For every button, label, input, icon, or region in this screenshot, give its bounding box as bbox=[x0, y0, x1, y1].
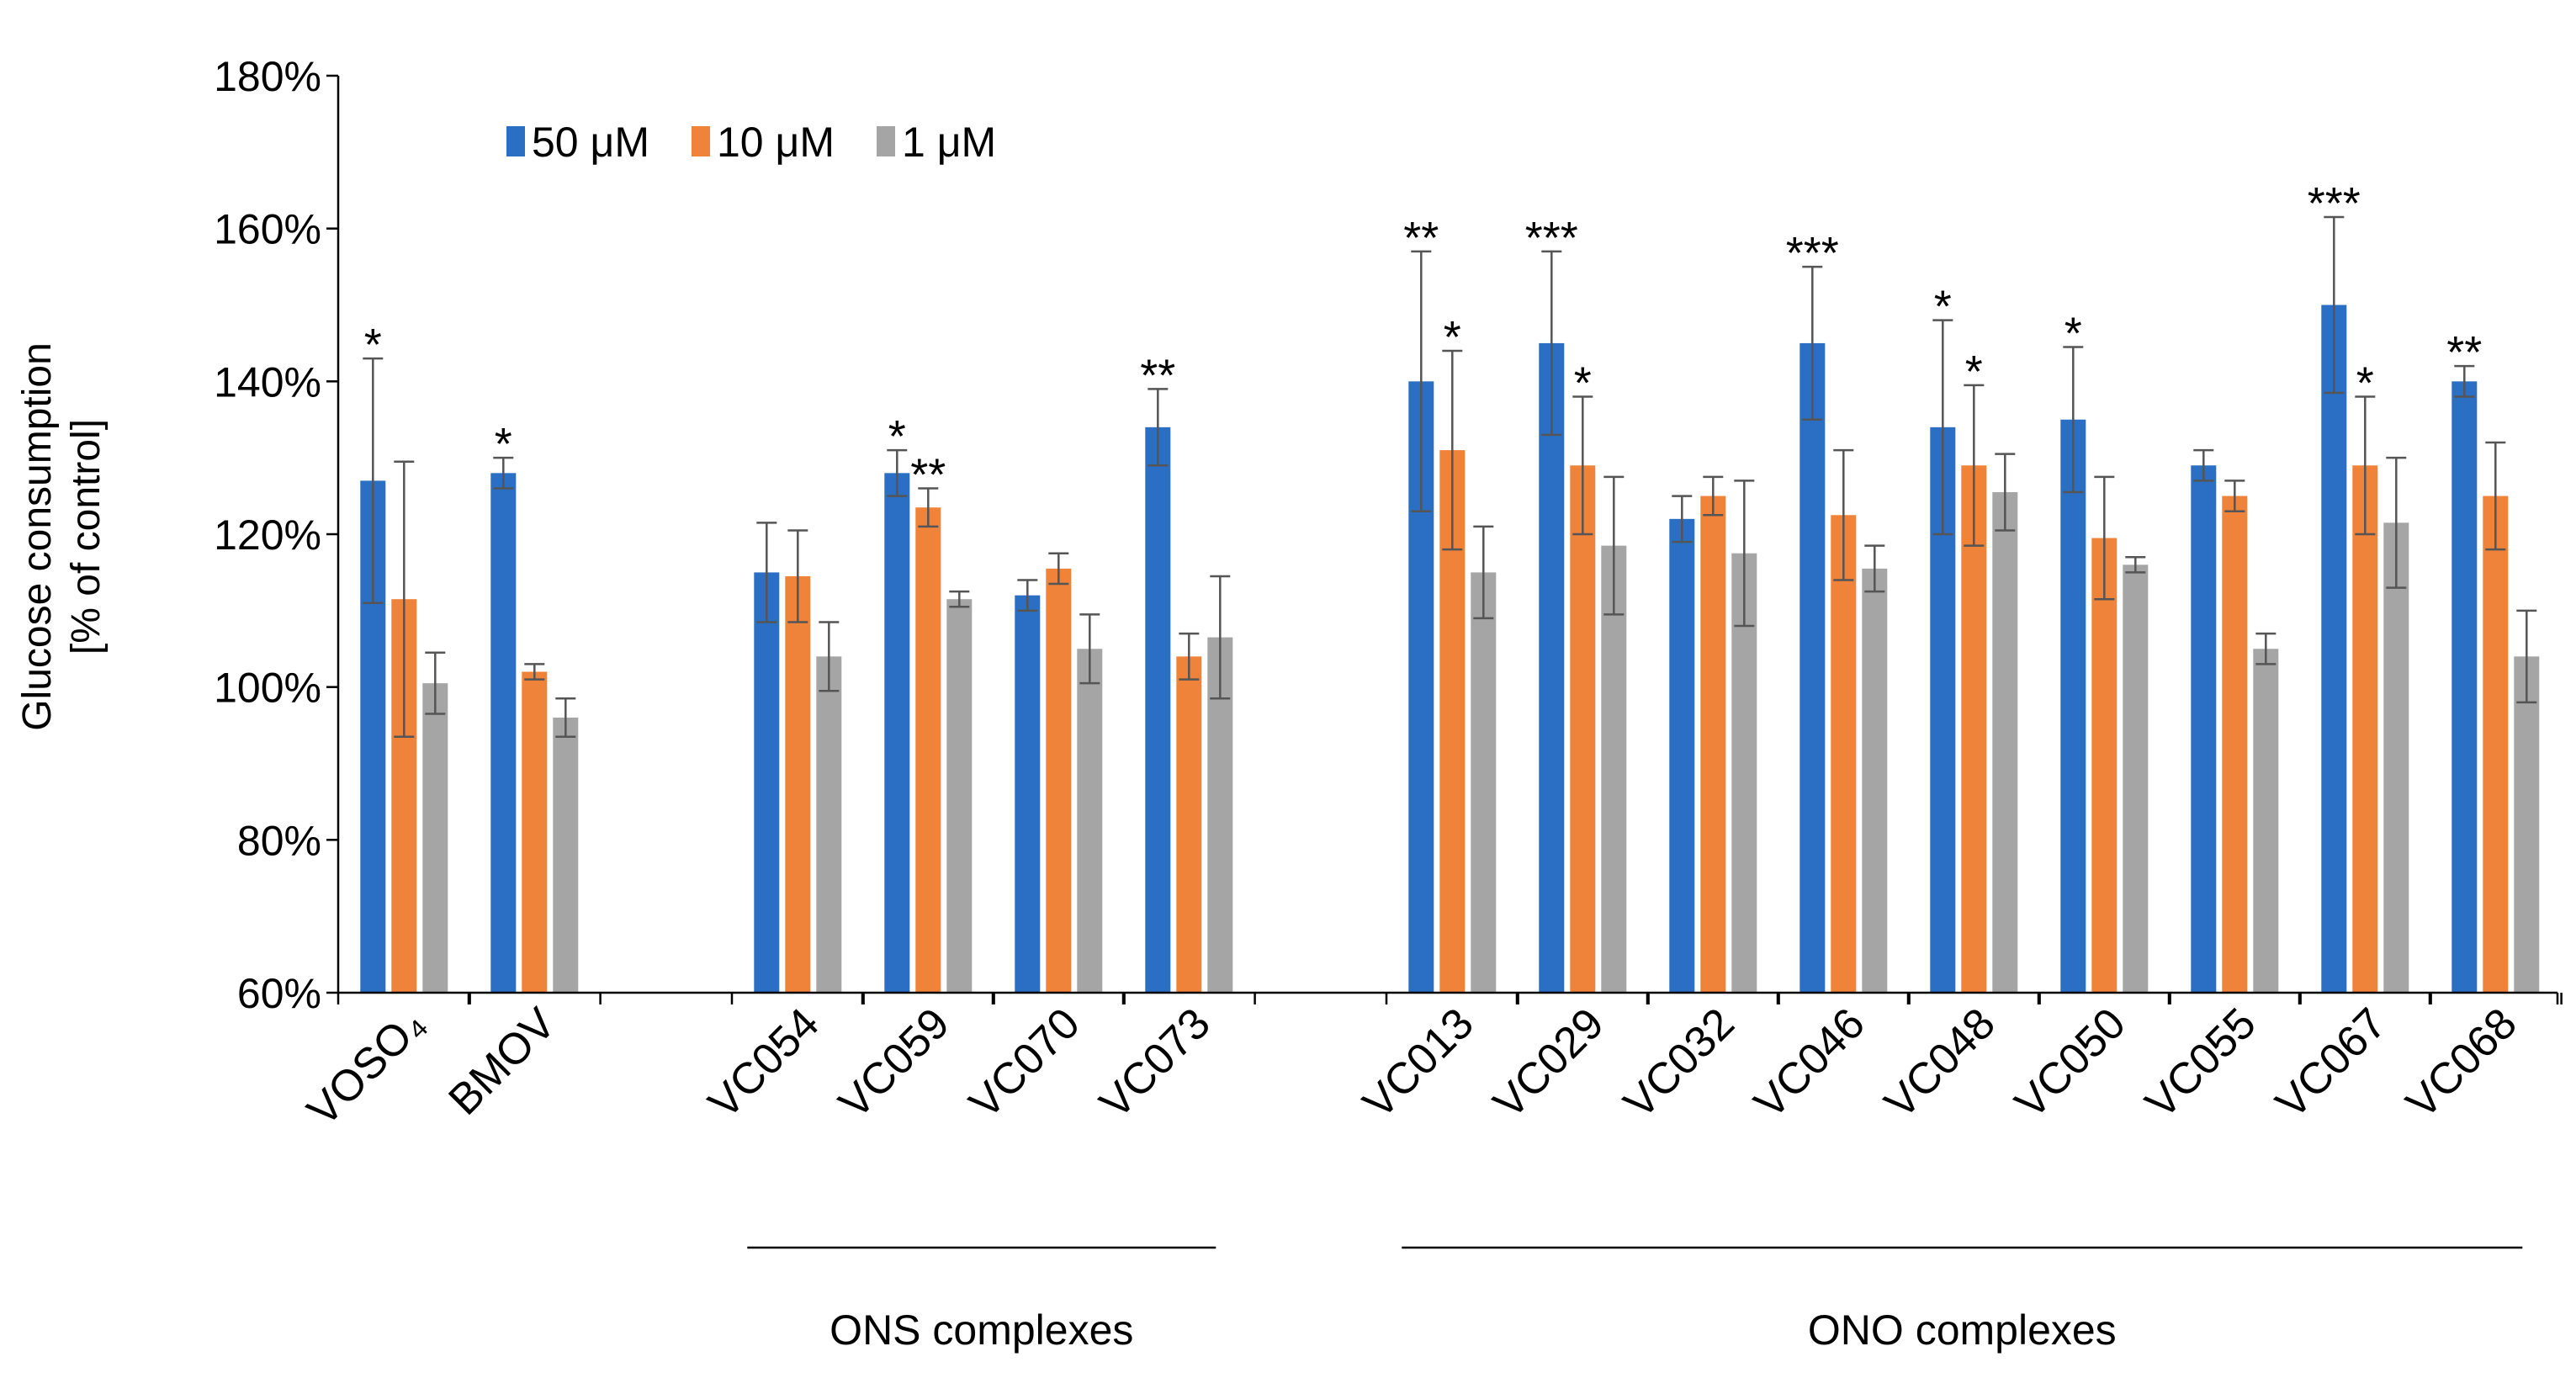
bar bbox=[2191, 465, 2217, 993]
significance-marker: * bbox=[495, 419, 512, 469]
bar bbox=[946, 599, 973, 993]
bar bbox=[1046, 568, 1072, 993]
y-axis: 60% 80% 100% 120% 140% 160% 180% bbox=[214, 53, 340, 1017]
bar bbox=[2091, 538, 2118, 993]
x-tick-label: VC046 bbox=[1745, 999, 1874, 1127]
significance-marker: *** bbox=[1786, 228, 1839, 278]
significance-marker: ** bbox=[1140, 350, 1175, 400]
y-tick-label: 80% bbox=[237, 817, 321, 864]
bar bbox=[884, 473, 910, 993]
significance-marker: ** bbox=[1403, 213, 1439, 263]
group-label: ONO complexes bbox=[1808, 1306, 2117, 1354]
bar bbox=[785, 575, 811, 993]
bar bbox=[2352, 465, 2378, 993]
significance-marker: *** bbox=[2308, 178, 2361, 229]
y-tick-label: 160% bbox=[214, 206, 321, 253]
bar bbox=[422, 683, 448, 993]
category-groups: ONS complexes ONO complexes bbox=[747, 1246, 2523, 1354]
x-tick-label: VC032 bbox=[1614, 999, 1743, 1127]
legend: 50 μM 10 μM 1 μM bbox=[506, 119, 996, 166]
bar bbox=[490, 473, 517, 993]
x-tick-label: VOSO₄ bbox=[299, 999, 435, 1135]
y-tick-label: 120% bbox=[214, 511, 321, 559]
bar bbox=[1077, 649, 1103, 993]
bar bbox=[553, 718, 579, 993]
bar bbox=[1669, 518, 1695, 993]
y-tick-label: 100% bbox=[214, 665, 321, 712]
significance-marker: * bbox=[1574, 358, 1592, 409]
x-tick-label: VC050 bbox=[2006, 999, 2134, 1127]
bar bbox=[1539, 342, 1565, 994]
bar bbox=[2451, 381, 2478, 993]
significance-marker: * bbox=[1934, 282, 1952, 332]
bar bbox=[2483, 496, 2509, 993]
x-tick-label: BMOV bbox=[439, 999, 565, 1125]
legend-label: 10 μM bbox=[717, 119, 835, 166]
legend-label: 1 μM bbox=[902, 119, 996, 166]
bar bbox=[1831, 515, 1857, 993]
bar bbox=[915, 507, 941, 993]
significance-marker: ** bbox=[2446, 327, 2482, 378]
bar bbox=[1570, 465, 1596, 993]
bar bbox=[2222, 496, 2248, 993]
significance-marker: ** bbox=[910, 450, 946, 501]
group-label: ONS complexes bbox=[830, 1306, 1133, 1354]
bar bbox=[2321, 305, 2347, 993]
bar bbox=[1145, 427, 1171, 993]
x-tick-label: VC013 bbox=[1354, 999, 1482, 1127]
x-tick-label: VC029 bbox=[1484, 999, 1613, 1127]
bar bbox=[2060, 419, 2086, 993]
x-axis: VOSO₄ BMOV VC054 VC059 VC070 VC073 VC013 VC029 V… bbox=[299, 991, 2563, 1136]
significance-marker: * bbox=[2065, 308, 2082, 358]
bar bbox=[1471, 572, 1497, 993]
x-tick-label: VC048 bbox=[1875, 999, 2004, 1127]
bar bbox=[1961, 465, 1987, 993]
legend-swatch bbox=[692, 126, 710, 156]
significance-marker: * bbox=[2356, 358, 2374, 409]
legend-swatch bbox=[506, 126, 525, 156]
bar bbox=[2383, 522, 2409, 993]
bar bbox=[1799, 342, 1826, 994]
significance-marker: *** bbox=[1525, 213, 1578, 263]
bar bbox=[1176, 656, 1202, 993]
bar bbox=[816, 656, 842, 993]
bar bbox=[2123, 564, 2149, 993]
x-tick-label: VC054 bbox=[699, 999, 828, 1127]
bar bbox=[2514, 656, 2540, 993]
x-tick-label: VC073 bbox=[1090, 999, 1219, 1127]
bar bbox=[1992, 492, 2018, 993]
significance-marker: * bbox=[1444, 312, 1461, 363]
significance-marker: * bbox=[888, 411, 906, 462]
significance-marker: * bbox=[364, 320, 382, 370]
x-tick-label: VC068 bbox=[2397, 999, 2526, 1127]
x-tick-label: VC059 bbox=[830, 999, 958, 1127]
legend-label: 50 μM bbox=[532, 119, 649, 166]
y-axis-label: Glucose consumption [% of control] bbox=[15, 342, 109, 731]
y-tick-label: 60% bbox=[237, 970, 321, 1017]
bar bbox=[522, 671, 548, 993]
bar bbox=[1700, 496, 1726, 993]
bar-series: ** ***** *** ************** * * bbox=[360, 178, 2540, 994]
y-tick-label: 180% bbox=[214, 53, 321, 100]
bar bbox=[1601, 545, 1627, 993]
bar bbox=[1015, 595, 1041, 993]
y-axis-label-line-1: Glucose consumption bbox=[15, 342, 60, 731]
legend-swatch bbox=[877, 126, 895, 156]
bar bbox=[1862, 568, 1888, 993]
y-tick-label: 140% bbox=[214, 358, 321, 405]
significance-marker: * bbox=[1965, 347, 1983, 397]
x-tick-label: VC055 bbox=[2136, 999, 2265, 1127]
bar bbox=[754, 572, 780, 993]
x-tick-label: VC070 bbox=[960, 999, 1089, 1127]
bar bbox=[2253, 649, 2279, 993]
y-axis-label-line-2: [% of control] bbox=[64, 419, 109, 655]
x-tick-label: VC067 bbox=[2266, 999, 2395, 1127]
